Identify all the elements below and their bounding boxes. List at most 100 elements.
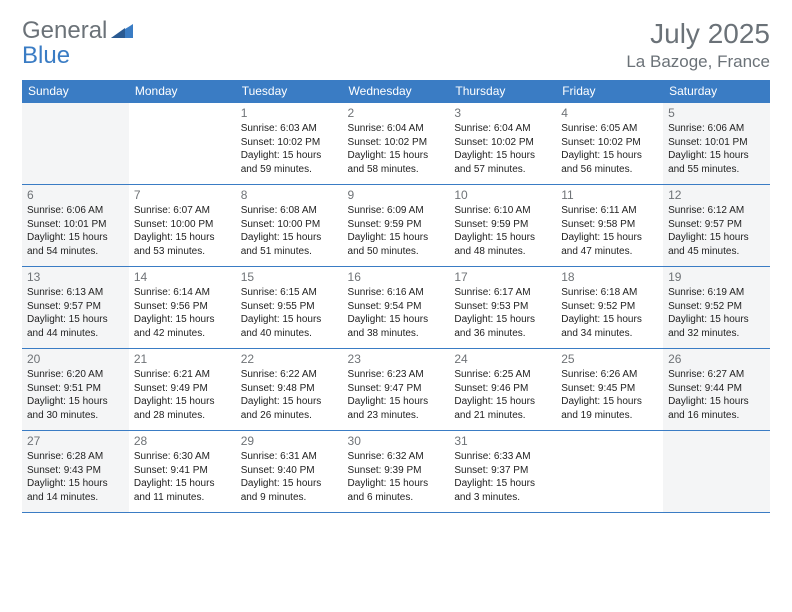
sunset-text: Sunset: 10:01 PM <box>27 218 124 232</box>
day-header: Sunday <box>22 80 129 103</box>
day-header-row: SundayMondayTuesdayWednesdayThursdayFrid… <box>22 80 770 103</box>
day-number: 15 <box>241 270 338 284</box>
daylight-text: Daylight: 15 hours <box>561 313 658 327</box>
day-number: 12 <box>668 188 765 202</box>
day-number: 18 <box>561 270 658 284</box>
day-number: 23 <box>348 352 445 366</box>
sunset-text: Sunset: 10:00 PM <box>241 218 338 232</box>
sunrise-text: Sunrise: 6:06 AM <box>27 204 124 218</box>
daylight-text: and 19 minutes. <box>561 409 658 423</box>
daylight-text: Daylight: 15 hours <box>348 477 445 491</box>
daylight-text: Daylight: 15 hours <box>241 395 338 409</box>
daylight-text: Daylight: 15 hours <box>134 395 231 409</box>
day-number: 16 <box>348 270 445 284</box>
day-number: 6 <box>27 188 124 202</box>
day-header: Monday <box>129 80 236 103</box>
day-header: Wednesday <box>343 80 450 103</box>
day-number: 24 <box>454 352 551 366</box>
day-number: 29 <box>241 434 338 448</box>
sunset-text: Sunset: 10:01 PM <box>668 136 765 150</box>
day-number: 13 <box>27 270 124 284</box>
sunset-text: Sunset: 9:44 PM <box>668 382 765 396</box>
calendar-day-cell: 21Sunrise: 6:21 AMSunset: 9:49 PMDayligh… <box>129 349 236 431</box>
calendar-week-row: 6Sunrise: 6:06 AMSunset: 10:01 PMDayligh… <box>22 185 770 267</box>
sunset-text: Sunset: 9:54 PM <box>348 300 445 314</box>
calendar-day-cell: 22Sunrise: 6:22 AMSunset: 9:48 PMDayligh… <box>236 349 343 431</box>
daylight-text: and 59 minutes. <box>241 163 338 177</box>
sunset-text: Sunset: 9:56 PM <box>134 300 231 314</box>
calendar-day-cell: 3Sunrise: 6:04 AMSunset: 10:02 PMDayligh… <box>449 103 556 185</box>
sunrise-text: Sunrise: 6:19 AM <box>668 286 765 300</box>
daylight-text: and 50 minutes. <box>348 245 445 259</box>
sunrise-text: Sunrise: 6:12 AM <box>668 204 765 218</box>
sunset-text: Sunset: 10:02 PM <box>561 136 658 150</box>
sunrise-text: Sunrise: 6:04 AM <box>348 122 445 136</box>
daylight-text: and 14 minutes. <box>27 491 124 505</box>
day-number: 2 <box>348 106 445 120</box>
daylight-text: and 56 minutes. <box>561 163 658 177</box>
sunrise-text: Sunrise: 6:05 AM <box>561 122 658 136</box>
calendar-week-row: 1Sunrise: 6:03 AMSunset: 10:02 PMDayligh… <box>22 103 770 185</box>
daylight-text: and 28 minutes. <box>134 409 231 423</box>
day-number: 26 <box>668 352 765 366</box>
daylight-text: and 57 minutes. <box>454 163 551 177</box>
day-number: 5 <box>668 106 765 120</box>
daylight-text: and 53 minutes. <box>134 245 231 259</box>
day-header: Tuesday <box>236 80 343 103</box>
calendar-day-cell: 11Sunrise: 6:11 AMSunset: 9:58 PMDayligh… <box>556 185 663 267</box>
day-number: 25 <box>561 352 658 366</box>
calendar-day-cell: 15Sunrise: 6:15 AMSunset: 9:55 PMDayligh… <box>236 267 343 349</box>
sunrise-text: Sunrise: 6:23 AM <box>348 368 445 382</box>
sunrise-text: Sunrise: 6:31 AM <box>241 450 338 464</box>
day-number: 19 <box>668 270 765 284</box>
sunrise-text: Sunrise: 6:08 AM <box>241 204 338 218</box>
sunrise-text: Sunrise: 6:09 AM <box>348 204 445 218</box>
calendar-page: GeneralBlue July 2025 La Bazoge, France … <box>0 0 792 523</box>
daylight-text: Daylight: 15 hours <box>454 231 551 245</box>
daylight-text: and 3 minutes. <box>454 491 551 505</box>
sunset-text: Sunset: 9:58 PM <box>561 218 658 232</box>
sunset-text: Sunset: 9:49 PM <box>134 382 231 396</box>
daylight-text: and 38 minutes. <box>348 327 445 341</box>
daylight-text: and 58 minutes. <box>348 163 445 177</box>
calendar-day-cell: 19Sunrise: 6:19 AMSunset: 9:52 PMDayligh… <box>663 267 770 349</box>
day-number: 21 <box>134 352 231 366</box>
sunset-text: Sunset: 9:47 PM <box>348 382 445 396</box>
calendar-day-cell: 31Sunrise: 6:33 AMSunset: 9:37 PMDayligh… <box>449 431 556 513</box>
day-number: 20 <box>27 352 124 366</box>
daylight-text: and 47 minutes. <box>561 245 658 259</box>
calendar-day-cell: 25Sunrise: 6:26 AMSunset: 9:45 PMDayligh… <box>556 349 663 431</box>
day-number: 11 <box>561 188 658 202</box>
sunset-text: Sunset: 9:53 PM <box>454 300 551 314</box>
location-label: La Bazoge, France <box>626 52 770 72</box>
sunset-text: Sunset: 10:00 PM <box>134 218 231 232</box>
calendar-day-cell: 9Sunrise: 6:09 AMSunset: 9:59 PMDaylight… <box>343 185 450 267</box>
daylight-text: and 34 minutes. <box>561 327 658 341</box>
sunset-text: Sunset: 9:40 PM <box>241 464 338 478</box>
page-header: GeneralBlue July 2025 La Bazoge, France <box>22 18 770 72</box>
sunrise-text: Sunrise: 6:16 AM <box>348 286 445 300</box>
daylight-text: and 51 minutes. <box>241 245 338 259</box>
daylight-text: Daylight: 15 hours <box>27 395 124 409</box>
calendar-day-cell: 8Sunrise: 6:08 AMSunset: 10:00 PMDayligh… <box>236 185 343 267</box>
sunset-text: Sunset: 9:57 PM <box>27 300 124 314</box>
sunset-text: Sunset: 9:55 PM <box>241 300 338 314</box>
sunset-text: Sunset: 9:52 PM <box>561 300 658 314</box>
sunset-text: Sunset: 10:02 PM <box>348 136 445 150</box>
sunrise-text: Sunrise: 6:07 AM <box>134 204 231 218</box>
daylight-text: Daylight: 15 hours <box>454 477 551 491</box>
calendar-empty-cell <box>556 431 663 513</box>
calendar-day-cell: 16Sunrise: 6:16 AMSunset: 9:54 PMDayligh… <box>343 267 450 349</box>
calendar-day-cell: 12Sunrise: 6:12 AMSunset: 9:57 PMDayligh… <box>663 185 770 267</box>
daylight-text: Daylight: 15 hours <box>27 231 124 245</box>
day-number: 8 <box>241 188 338 202</box>
sunrise-text: Sunrise: 6:30 AM <box>134 450 231 464</box>
sunset-text: Sunset: 9:51 PM <box>27 382 124 396</box>
sunrise-text: Sunrise: 6:22 AM <box>241 368 338 382</box>
day-header: Thursday <box>449 80 556 103</box>
calendar-table: SundayMondayTuesdayWednesdayThursdayFrid… <box>22 80 770 513</box>
day-number: 7 <box>134 188 231 202</box>
sunrise-text: Sunrise: 6:26 AM <box>561 368 658 382</box>
sunrise-text: Sunrise: 6:10 AM <box>454 204 551 218</box>
calendar-week-row: 27Sunrise: 6:28 AMSunset: 9:43 PMDayligh… <box>22 431 770 513</box>
